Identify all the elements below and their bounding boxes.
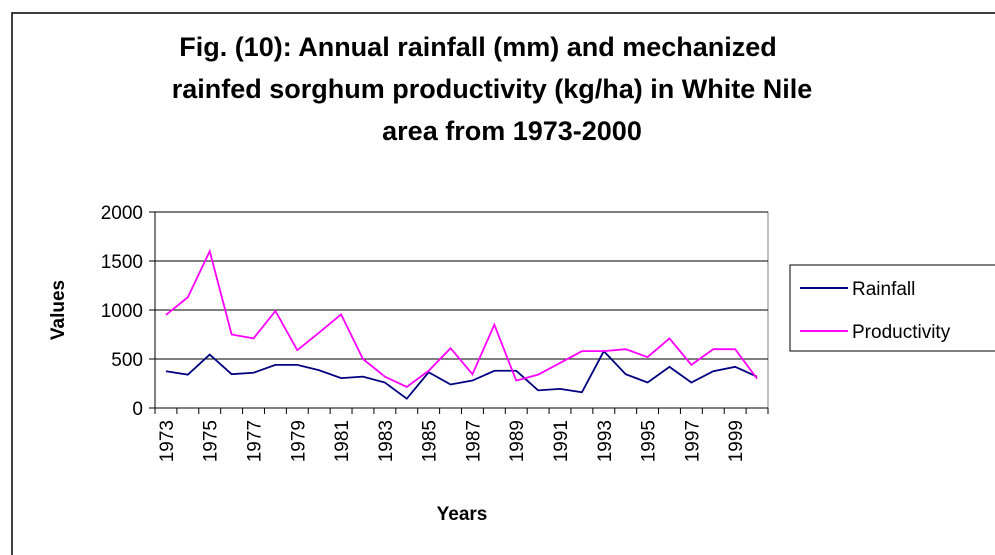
chart-title: rainfed sorghum productivity (kg/ha) in …	[172, 74, 813, 104]
y-tick-label: 1500	[101, 252, 143, 273]
x-tick-label: 1975	[201, 420, 222, 462]
legend-box	[789, 264, 995, 352]
chart-title: Fig. (10): Annual rainfall (mm) and mech…	[179, 32, 777, 62]
y-tick-label: 0	[132, 399, 143, 420]
line-series	[165, 248, 758, 388]
x-tick-label: 1991	[551, 420, 572, 462]
x-tick-label: 1995	[639, 420, 660, 462]
x-tick-label: 1977	[245, 420, 266, 462]
x-tick-label: 1983	[376, 420, 397, 462]
legend-label: Rainfall	[852, 279, 915, 300]
x-tick-label: 1993	[595, 420, 616, 462]
x-tick-label: 1999	[726, 420, 747, 462]
x-tick-label: 1981	[332, 420, 353, 462]
x-axis-label: Years	[437, 504, 488, 525]
y-tick-label: 1000	[101, 301, 143, 322]
x-tick-label: 1997	[682, 420, 703, 462]
y-tick-label: 2000	[101, 203, 143, 224]
y-axis-label: Values	[48, 280, 69, 340]
x-tick-label: 1979	[288, 420, 309, 462]
x-tick-label: 1987	[463, 420, 484, 462]
y-tick-label: 500	[111, 350, 143, 371]
x-tick-label: 1985	[420, 420, 441, 462]
chart-frame	[11, 12, 995, 555]
x-tick-label: 1989	[507, 420, 528, 462]
x-tick-label: 1973	[157, 420, 178, 462]
legend-label: Productivity	[852, 322, 951, 343]
line-series	[165, 349, 758, 400]
chart-title: area from 1973-2000	[382, 116, 642, 146]
